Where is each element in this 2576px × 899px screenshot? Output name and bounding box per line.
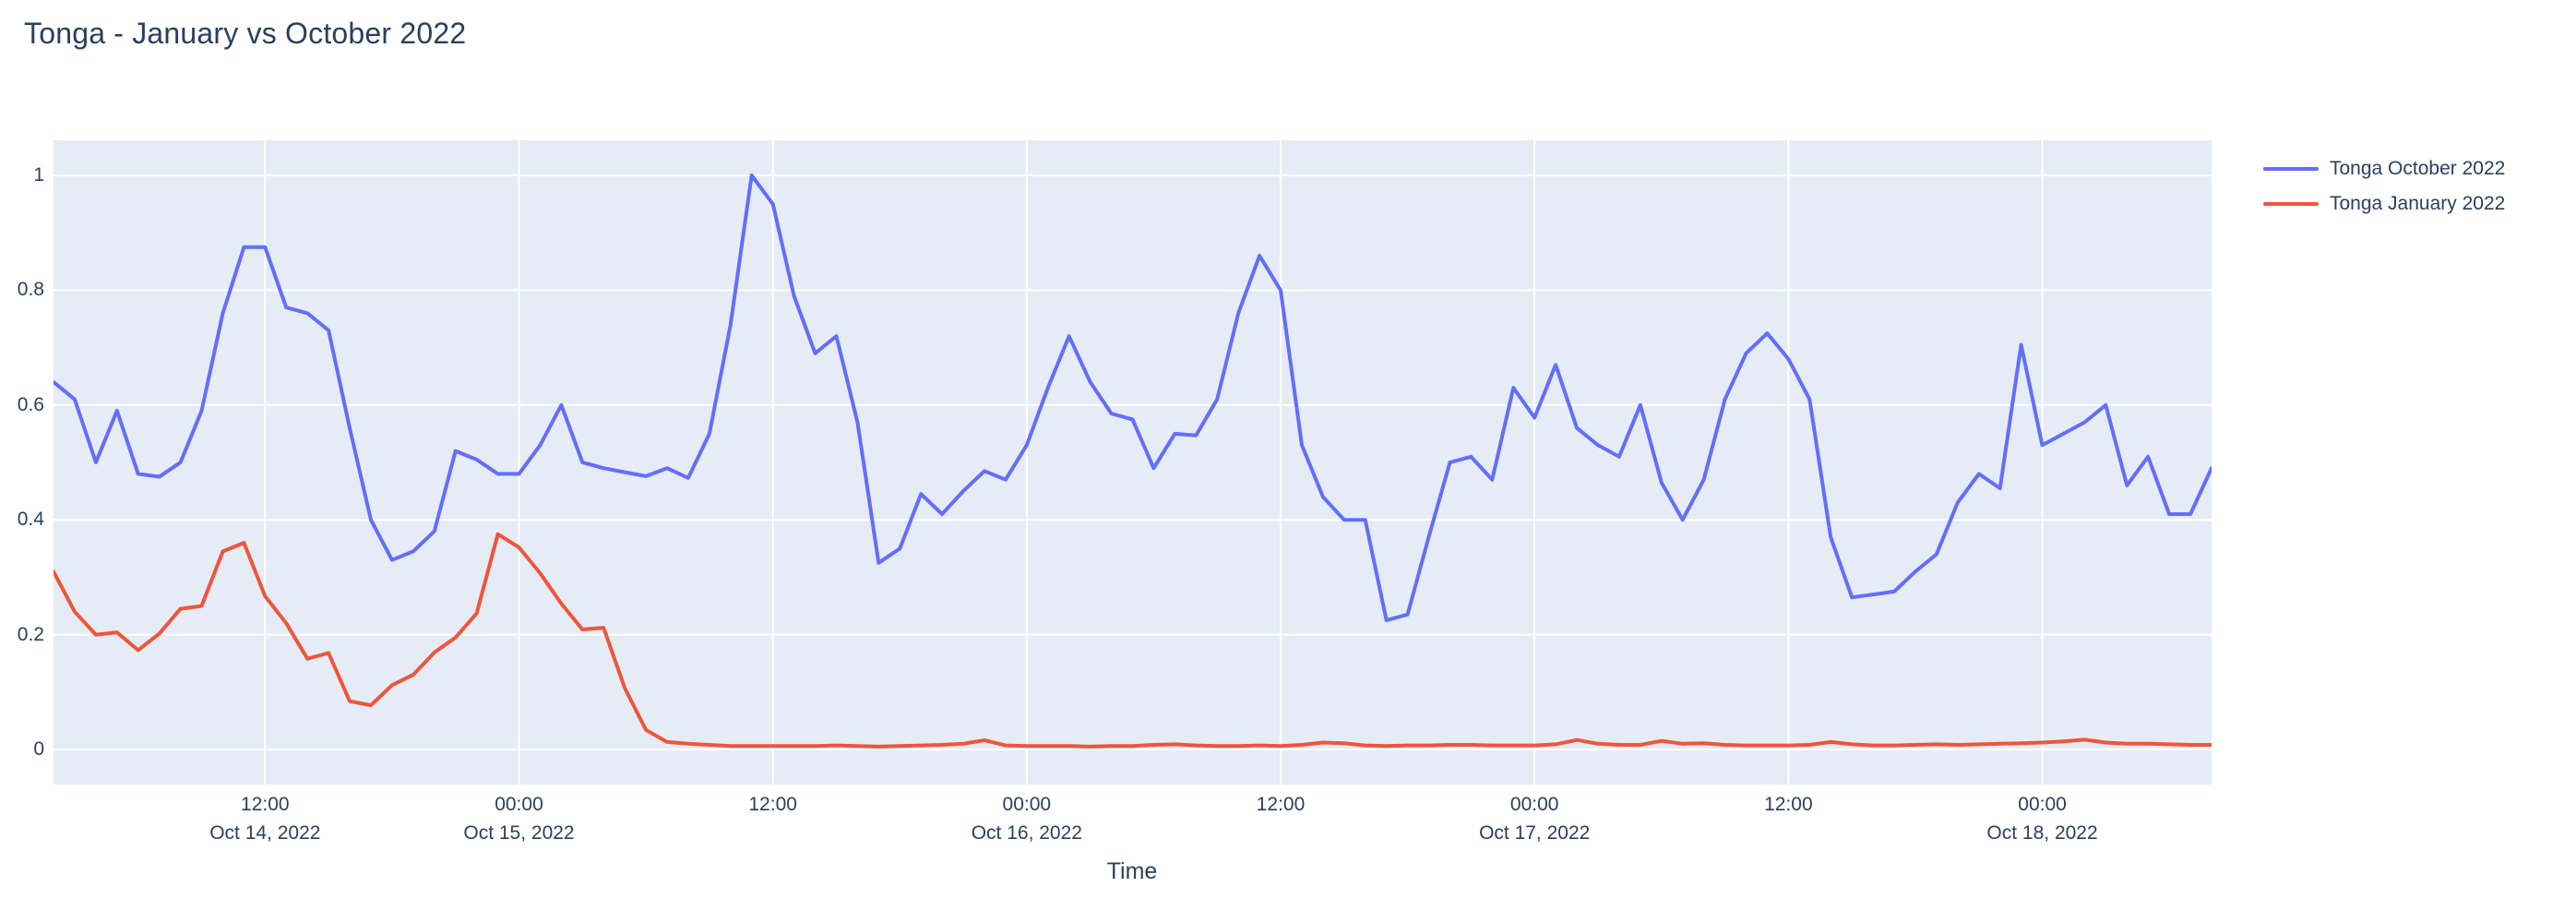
y-tick-label-0: 0: [33, 737, 44, 760]
x-tick-label-Oct-15-2022-0000: 00:00 Oct 15, 2022: [463, 790, 574, 847]
x-tick-label-Oct-16-2022-0000: 00:00 Oct 16, 2022: [972, 790, 1082, 847]
gridlines: [54, 140, 2212, 785]
y-tick-label-0.6: 0.6: [17, 393, 44, 415]
x-tick-time: 00:00: [1509, 794, 1559, 815]
x-tick-date: Oct 16, 2022: [971, 822, 1082, 844]
x-tick-time: 00:00: [2018, 794, 2067, 815]
legend: Tonga October 2022 Tonga January 2022: [2263, 151, 2505, 222]
x-tick-time: 00:00: [1002, 794, 1052, 815]
chart-title: Tonga - January vs October 2022: [24, 17, 467, 50]
trace-tonga-january-2022: [54, 532, 2212, 749]
y-tick-label-0.2: 0.2: [17, 623, 44, 645]
x-tick-label-1200: 12:00: [1764, 790, 1813, 819]
plot-area: [54, 140, 2212, 785]
x-tick-label-1200: 12:00: [748, 790, 797, 819]
x-axis-title: Time: [1106, 858, 1158, 884]
y-tick-label-1: 1: [33, 164, 44, 186]
legend-line-swatch-january: [2263, 202, 2319, 206]
x-tick-label-1200: 12:00: [1257, 790, 1306, 819]
legend-item-tonga-january-2022[interactable]: Tonga January 2022: [2263, 186, 2505, 222]
y-tick-label-0.8: 0.8: [17, 279, 44, 301]
legend-label-january: Tonga January 2022: [2330, 193, 2506, 214]
plot-canvas: [54, 140, 2212, 785]
trace-tonga-october-2022: [54, 174, 2212, 622]
x-tick-date: Oct 17, 2022: [1479, 822, 1591, 844]
x-tick-date: Oct 15, 2022: [463, 822, 575, 844]
x-tick-time: 12:00: [1764, 794, 1813, 815]
x-tick-time: 00:00: [495, 794, 543, 815]
x-tick-time: 12:00: [1256, 794, 1306, 815]
data-traces: [54, 174, 2212, 749]
x-tick-label-Oct-17-2022-0000: 00:00 Oct 17, 2022: [1479, 790, 1590, 847]
x-tick-date: Oct 18, 2022: [1986, 822, 2098, 844]
legend-item-tonga-october-2022[interactable]: Tonga October 2022: [2263, 151, 2505, 186]
x-tick-time: 12:00: [241, 794, 290, 815]
legend-line-swatch-october: [2263, 167, 2319, 171]
x-tick-time: 12:00: [748, 794, 797, 815]
legend-label-october: Tonga October 2022: [2330, 158, 2506, 179]
x-tick-date: Oct 14, 2022: [209, 822, 321, 844]
x-tick-label-Oct-18-2022-0000: 00:00 Oct 18, 2022: [1986, 790, 2097, 847]
y-tick-label-0.4: 0.4: [17, 509, 44, 531]
x-tick-label-Oct-14-2022-1200: 12:00 Oct 14, 2022: [209, 790, 320, 847]
